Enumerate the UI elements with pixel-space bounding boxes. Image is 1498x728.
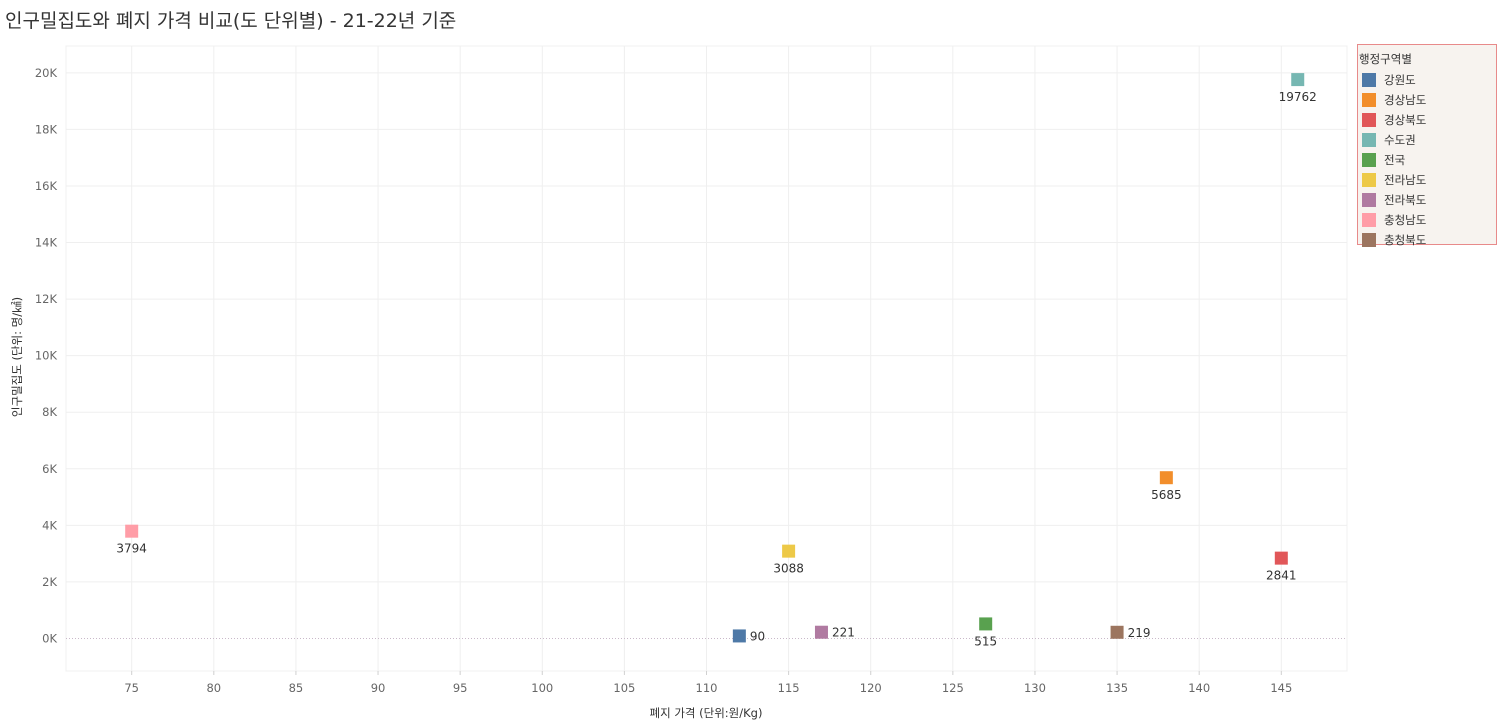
x-tick-label: 120: [860, 681, 882, 695]
grid-lines: [65, 45, 1348, 672]
x-tick-label: 125: [942, 681, 964, 695]
y-tick-label: 2K: [42, 575, 57, 589]
data-label: 2841: [1266, 569, 1297, 583]
y-tick-label: 4K: [42, 518, 57, 532]
x-tick-label: 80: [206, 681, 221, 695]
x-tick-label: 145: [1270, 681, 1292, 695]
data-label: 3088: [773, 562, 804, 576]
legend-label: 전라북도: [1384, 193, 1427, 207]
legend-item[interactable]: 강원도: [1358, 70, 1496, 90]
data-label: 19762: [1279, 90, 1317, 104]
x-tick-label: 85: [289, 681, 304, 695]
y-tick-label: 20K: [35, 66, 58, 80]
x-axis-label: 폐지 가격 (단위:원/Kg): [650, 706, 763, 720]
legend-swatch: [1362, 73, 1376, 87]
legend-item[interactable]: 경상북도: [1358, 110, 1496, 130]
legend-label: 경상남도: [1384, 93, 1427, 107]
y-axis-label: 인구밀집도 (단위: 명/㎢): [10, 297, 24, 417]
data-label: 221: [832, 626, 855, 640]
legend-label: 수도권: [1384, 133, 1416, 147]
legend-title: 행정구역별: [1359, 52, 1412, 66]
legend-label: 경상북도: [1384, 113, 1427, 127]
x-tick-label: 135: [1106, 681, 1128, 695]
legend-item[interactable]: 충청북도: [1358, 230, 1496, 250]
legend-label: 전국: [1384, 153, 1406, 167]
data-label: 5685: [1151, 488, 1182, 502]
x-axis-ticks: 75 80 85 90 95 100 105 110 115 120 125 130 135 140 145: [124, 671, 1292, 695]
legend-swatch: [1362, 153, 1376, 167]
data-label: 3794: [116, 542, 147, 556]
legend-swatch: [1362, 193, 1376, 207]
x-tick-label: 140: [1188, 681, 1210, 695]
x-tick-label: 95: [453, 681, 468, 695]
y-tick-label: 6K: [42, 462, 57, 476]
y-tick-label: 18K: [35, 122, 58, 136]
page-title: 인구밀집도와 폐지 가격 비교(도 단위별) - 21-22년 기준: [5, 10, 457, 32]
y-tick-label: 0K: [42, 631, 57, 645]
data-point[interactable]: [814, 625, 828, 639]
legend-label: 충청북도: [1384, 233, 1427, 247]
data-label: 90: [750, 629, 765, 643]
data-point[interactable]: [1274, 551, 1288, 565]
legend-swatch: [1362, 173, 1376, 187]
data-point[interactable]: [732, 629, 746, 643]
legend-item[interactable]: 수도권: [1358, 130, 1496, 150]
legend-swatch: [1362, 93, 1376, 107]
data-point[interactable]: [1291, 73, 1305, 87]
x-tick-label: 100: [531, 681, 553, 695]
data-point[interactable]: [1159, 471, 1173, 485]
x-tick-label: 115: [778, 681, 800, 695]
legend-item[interactable]: 전라북도: [1358, 190, 1496, 210]
data-labels: 90 5685 2841 19762 515 3088 221 3794 219: [116, 90, 1316, 648]
y-axis-ticks: 0K 2K 4K 6K 8K 10K 12K 14K 16K 18K 20K: [35, 66, 58, 646]
y-tick-label: 12K: [35, 292, 58, 306]
x-tick-label: 105: [613, 681, 635, 695]
data-point[interactable]: [979, 617, 993, 631]
legend-label: 강원도: [1384, 73, 1416, 87]
data-point[interactable]: [782, 544, 796, 558]
data-point[interactable]: [1110, 625, 1124, 639]
data-label: 219: [1128, 626, 1151, 640]
legend-item[interactable]: 충청남도: [1358, 210, 1496, 230]
x-tick-label: 75: [124, 681, 139, 695]
legend-swatch: [1362, 133, 1376, 147]
legend-swatch: [1362, 113, 1376, 127]
legend-label: 충청남도: [1384, 213, 1427, 227]
legend-swatch: [1362, 233, 1376, 247]
data-points: [125, 73, 1305, 643]
y-tick-label: 16K: [35, 179, 58, 193]
legend-item[interactable]: 전국: [1358, 150, 1496, 170]
x-tick-label: 110: [696, 681, 718, 695]
y-tick-label: 14K: [35, 236, 58, 250]
y-tick-label: 8K: [42, 405, 57, 419]
legend-item[interactable]: 경상남도: [1358, 90, 1496, 110]
x-tick-label: 90: [371, 681, 386, 695]
legend-item[interactable]: 전라남도: [1358, 170, 1496, 190]
legend-label: 전라남도: [1384, 173, 1427, 187]
data-label: 515: [974, 634, 997, 648]
data-point[interactable]: [125, 524, 139, 538]
y-tick-label: 10K: [35, 349, 58, 363]
x-tick-label: 130: [1024, 681, 1046, 695]
legend-swatch: [1362, 213, 1376, 227]
